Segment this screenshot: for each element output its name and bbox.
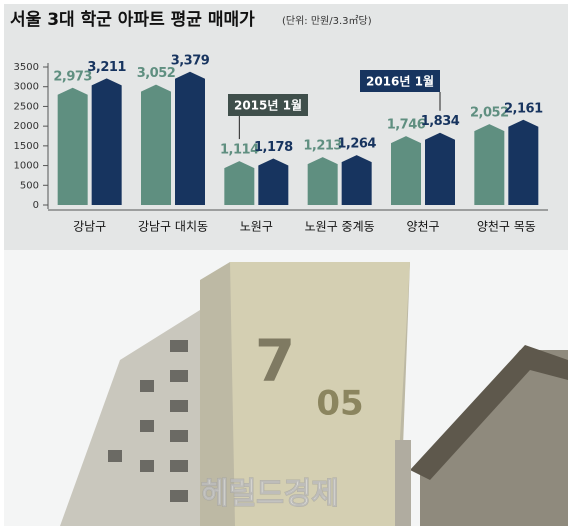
legend-label: 2015년 1월 [234, 98, 302, 113]
x-tick-label: 양천구 목동 [477, 219, 536, 234]
y-tick-label: 2000 [14, 121, 39, 132]
value-label: 3,211 [87, 60, 126, 75]
x-tick-label: 노원구 [240, 220, 273, 234]
building-right [420, 350, 568, 526]
bar [391, 136, 421, 205]
legend-item: 2016년 1월 [360, 70, 441, 111]
chart-subtitle: (단위: 만원/3.3㎡당) [282, 14, 372, 27]
bar [508, 119, 539, 205]
value-label: 2,161 [504, 101, 543, 116]
value-label: 3,052 [137, 66, 176, 81]
bar [425, 132, 455, 205]
value-label: 2,973 [53, 69, 92, 84]
legend-box [360, 70, 440, 92]
value-label: 3,379 [171, 53, 210, 68]
plot: 0 500 1000 1500 2000 2500 3000 3500 강남구 2,9733,21… [14, 53, 548, 234]
y-tick-label: 2500 [14, 101, 39, 112]
bar [474, 124, 505, 205]
bar [175, 71, 205, 205]
value-label: 1,114 [220, 143, 259, 158]
windows [108, 340, 188, 502]
y-tick-label: 3000 [14, 82, 39, 93]
bar [341, 155, 372, 205]
value-label: 1,264 [337, 137, 376, 152]
x-tick-label: 강남구 [73, 220, 106, 234]
roof-right [410, 345, 568, 480]
y-tick-label: 500 [20, 180, 39, 191]
bar [224, 161, 255, 205]
y-tick-label: 1000 [14, 161, 39, 172]
legend-box [228, 94, 308, 116]
chimney [395, 440, 411, 526]
building-sign: 05 [316, 384, 363, 424]
y-tick-label: 3500 [14, 62, 39, 73]
chart-title: 서울 3대 학군 아파트 평균 매매가 [10, 10, 255, 30]
value-label: 1,834 [421, 114, 460, 129]
watermark: 헤럴드경제 [201, 477, 339, 512]
x-tick-label: 노원구 중계동 [305, 220, 375, 234]
legend-item: 2015년 1월 [228, 94, 308, 140]
value-label: 1,746 [387, 118, 426, 133]
photo: 7 05 헤럴드경제 [4, 250, 568, 526]
value-label: 1,178 [254, 140, 293, 155]
building-sign: 7 [255, 327, 295, 395]
bar [91, 78, 122, 205]
x-tick-label: 양천구 [406, 219, 439, 234]
value-label: 1,213 [303, 139, 342, 154]
building-face [230, 262, 410, 526]
y-tick-label: 0 [33, 200, 39, 211]
legend-label: 2016년 1월 [366, 74, 434, 89]
x-tick-label: 강남구 대치동 [138, 220, 208, 234]
bar [258, 158, 289, 205]
value-label: 2,052 [470, 106, 509, 121]
bar [307, 157, 338, 205]
bar [57, 87, 88, 205]
bar [141, 84, 171, 205]
y-tick-label: 1500 [14, 141, 39, 152]
